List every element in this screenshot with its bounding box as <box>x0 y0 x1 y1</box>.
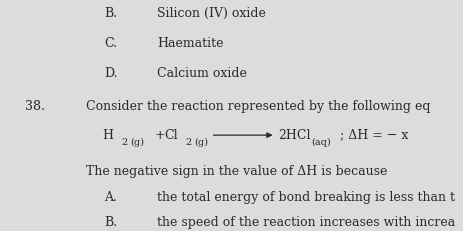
Text: C.: C. <box>104 37 117 50</box>
Text: the total energy of bond breaking is less than t: the total energy of bond breaking is les… <box>157 191 456 204</box>
Text: Cl: Cl <box>164 129 178 142</box>
Text: the speed of the reaction increases with increa: the speed of the reaction increases with… <box>157 216 456 229</box>
Text: (aq): (aq) <box>311 138 331 147</box>
Text: +: + <box>155 129 166 142</box>
Text: D.: D. <box>104 67 118 80</box>
Text: Calcium oxide: Calcium oxide <box>157 67 247 80</box>
Text: ; ΔH = − x: ; ΔH = − x <box>340 129 409 142</box>
Text: A.: A. <box>104 191 117 204</box>
Text: The negative sign in the value of ΔH is because: The negative sign in the value of ΔH is … <box>86 165 387 178</box>
Text: 2: 2 <box>186 138 192 147</box>
Text: 38.: 38. <box>25 100 45 113</box>
Text: Consider the reaction represented by the following eq: Consider the reaction represented by the… <box>86 100 430 113</box>
Text: B.: B. <box>104 216 117 229</box>
Text: Haematite: Haematite <box>157 37 224 50</box>
Text: H: H <box>102 129 113 142</box>
Text: (g): (g) <box>194 138 208 147</box>
Text: B.: B. <box>104 7 117 20</box>
Text: 2: 2 <box>122 138 128 147</box>
Text: Silicon (IV) oxide: Silicon (IV) oxide <box>157 7 266 20</box>
Text: (g): (g) <box>131 138 144 147</box>
Text: 2HCl: 2HCl <box>278 129 310 142</box>
